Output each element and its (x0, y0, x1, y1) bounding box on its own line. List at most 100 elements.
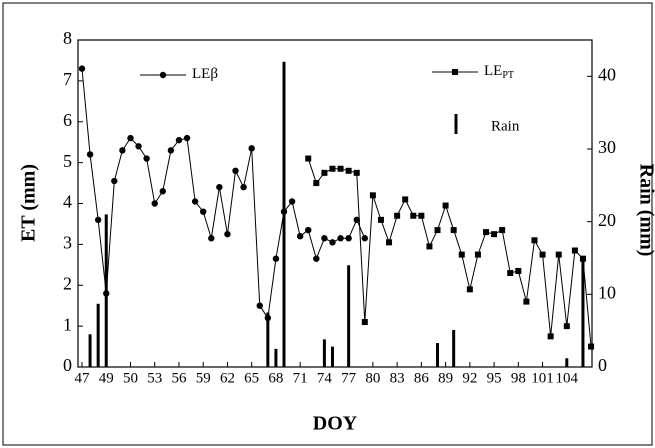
point (386, 239, 393, 246)
point (418, 212, 425, 219)
point (256, 302, 263, 309)
y-tick-label: 0 (63, 355, 72, 375)
point (402, 196, 409, 203)
x-tick-label: 62 (220, 370, 235, 386)
point (450, 227, 457, 234)
point (377, 216, 384, 223)
point (183, 134, 191, 142)
point (159, 188, 166, 195)
x-tick-label: 50 (123, 370, 138, 386)
point (288, 198, 296, 205)
rain-bar (266, 312, 270, 367)
point (588, 343, 595, 350)
x-tick-label: 77 (341, 370, 357, 386)
x-tick-label: 53 (147, 370, 162, 386)
point (474, 251, 481, 258)
point (232, 167, 239, 174)
rain-bar (322, 339, 326, 367)
legend-label: LEβ (192, 66, 218, 82)
y2-axis-label: Rain (mm) (635, 164, 655, 257)
point (555, 251, 562, 258)
point (135, 143, 142, 150)
y2-tick-label: 40 (598, 64, 616, 84)
y-tick-label: 2 (63, 273, 72, 293)
x-tick-label: 74 (317, 370, 333, 386)
point (523, 298, 530, 305)
rain-bar (581, 258, 585, 367)
x-tick-label: 56 (171, 370, 187, 386)
point (224, 230, 231, 238)
point (353, 216, 360, 224)
point (531, 237, 538, 244)
rain-bar (565, 358, 569, 367)
point (78, 65, 86, 72)
legend-label-main: LEβ (192, 66, 218, 82)
y-tick-label: 6 (63, 110, 72, 130)
point (321, 235, 328, 242)
point (394, 212, 401, 219)
series-line (307, 158, 592, 347)
point (167, 147, 175, 154)
y-tick-label: 1 (63, 314, 72, 334)
legend-swatch (454, 114, 458, 134)
point (272, 255, 280, 262)
point (143, 155, 150, 162)
x-tick-label: 101 (531, 370, 554, 386)
point (329, 165, 336, 172)
rain-bar (330, 346, 334, 367)
rain-bar (96, 303, 100, 367)
x-tick-label: 86 (414, 370, 430, 386)
x-tick-label: 71 (293, 370, 308, 386)
point (563, 323, 570, 330)
legend-label: Rain (491, 118, 520, 134)
point (353, 169, 360, 176)
y-tick-label: 5 (63, 151, 72, 171)
point (86, 151, 94, 158)
y-axis-label: ET (mm) (18, 164, 40, 242)
point (248, 145, 255, 152)
x-tick-label: 65 (244, 370, 259, 386)
x-tick-label: 92 (462, 370, 477, 386)
point (483, 229, 489, 236)
rain-bar (274, 348, 278, 367)
point (491, 231, 498, 238)
point (191, 198, 199, 205)
x-tick-label: 47 (75, 370, 91, 386)
x-tick-label: 83 (390, 370, 405, 386)
x-axis-label: DOY (313, 413, 358, 435)
point (119, 147, 126, 154)
point (434, 227, 441, 234)
rain-bar (436, 343, 440, 367)
x-tick-label: 98 (511, 370, 526, 386)
point (329, 239, 336, 246)
point (345, 235, 352, 242)
point (208, 235, 215, 242)
y-tick-label: 7 (63, 69, 72, 89)
legend-label: LEPT (484, 63, 514, 81)
x-tick-label: 59 (196, 370, 211, 386)
y-tick-label: 3 (63, 233, 72, 253)
point (200, 208, 207, 215)
point (305, 226, 312, 234)
x-tick-label: 95 (487, 370, 502, 386)
series-line (81, 68, 366, 320)
point (466, 286, 473, 293)
point (499, 227, 506, 234)
y-tick-label: 4 (63, 192, 72, 212)
rain-bar (452, 329, 456, 367)
point (507, 269, 514, 276)
rain-bar (282, 61, 286, 368)
point (410, 212, 417, 219)
point (458, 251, 465, 258)
legend-label-main: LE (484, 63, 502, 79)
point (361, 319, 368, 326)
point (345, 167, 352, 174)
x-tick-label: 80 (365, 370, 380, 386)
legend-label-sub: PT (502, 70, 514, 81)
rain-bar (347, 265, 351, 367)
point (151, 200, 158, 207)
point (94, 216, 102, 224)
point (313, 255, 320, 262)
point (337, 235, 344, 242)
